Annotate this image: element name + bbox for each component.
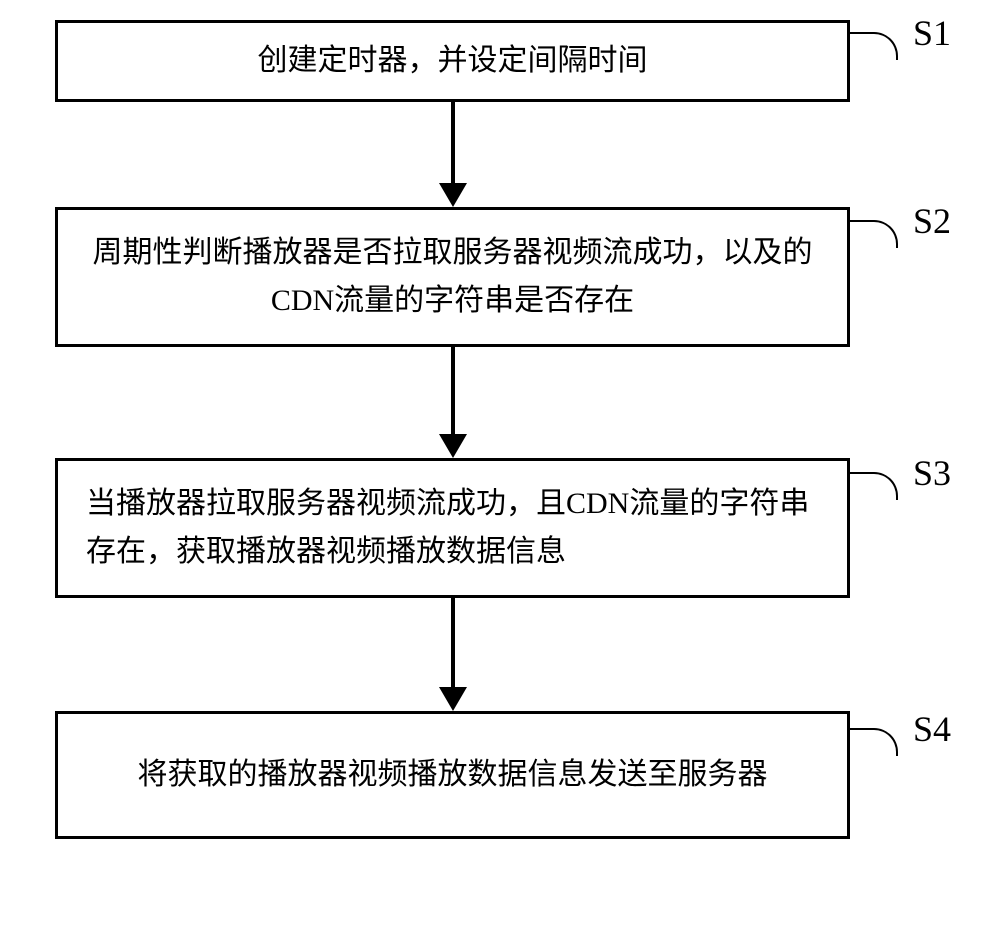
- step-text: 创建定时器，并设定间隔时间: [258, 37, 648, 85]
- flowchart-container: 创建定时器，并设定间隔时间 S1 周期性判断播放器是否拉取服务器视频流成功，以及…: [55, 20, 935, 839]
- arrow-1: [55, 102, 850, 207]
- arrow-2: [55, 347, 850, 458]
- flowchart-step-4: 将获取的播放器视频播放数据信息发送至服务器: [55, 711, 850, 839]
- connector-1: [848, 32, 898, 60]
- step-label-1: S1: [913, 12, 951, 54]
- flowchart-step-1: 创建定时器，并设定间隔时间: [55, 20, 850, 102]
- step-label-2: S2: [913, 200, 951, 242]
- step-text: 将获取的播放器视频播放数据信息发送至服务器: [138, 751, 768, 799]
- step-text: 当播放器拉取服务器视频流成功，且CDN流量的字符串存在，获取播放器视频播放数据信…: [86, 480, 819, 576]
- flowchart-step-2: 周期性判断播放器是否拉取服务器视频流成功，以及的CDN流量的字符串是否存在: [55, 207, 850, 347]
- connector-3: [848, 472, 898, 500]
- arrow-3: [55, 598, 850, 711]
- step-label-3: S3: [913, 452, 951, 494]
- connector-2: [848, 220, 898, 248]
- step-label-4: S4: [913, 708, 951, 750]
- connector-4: [848, 728, 898, 756]
- flowchart-step-3: 当播放器拉取服务器视频流成功，且CDN流量的字符串存在，获取播放器视频播放数据信…: [55, 458, 850, 598]
- step-text: 周期性判断播放器是否拉取服务器视频流成功，以及的CDN流量的字符串是否存在: [86, 229, 819, 325]
